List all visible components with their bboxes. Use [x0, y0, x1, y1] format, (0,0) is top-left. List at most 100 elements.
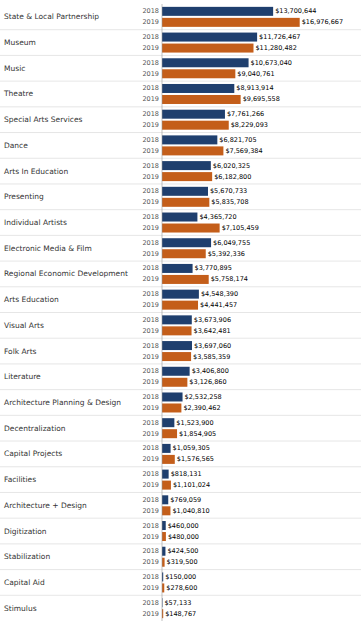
data-label: $5,392,336 — [208, 250, 245, 258]
series-label: 2018 — [142, 110, 159, 118]
data-label: $319,500 — [167, 558, 198, 566]
data-label: $16,976,667 — [302, 18, 343, 26]
data-label: $8,913,914 — [236, 84, 273, 92]
category-label: Visual Arts — [4, 321, 44, 330]
category-label: Individual Artists — [4, 218, 67, 227]
separator — [0, 55, 361, 56]
category-label: Arts In Education — [4, 167, 68, 176]
separator — [0, 569, 361, 570]
data-label: $424,500 — [167, 547, 198, 555]
category-label: Capital Aid — [4, 578, 45, 587]
series-label: 2019 — [142, 18, 159, 26]
chart: State & Local Partnership2018$13,700,644… — [0, 0, 361, 625]
bar — [162, 198, 209, 207]
data-label: $5,670,733 — [210, 187, 247, 195]
data-label: $1,040,810 — [172, 507, 209, 515]
series-label: 2019 — [142, 455, 159, 463]
data-label: $3,673,906 — [194, 316, 231, 324]
separator — [0, 286, 361, 287]
category-label: Regional Economic Development — [4, 269, 128, 278]
category-label: Digitization — [4, 527, 47, 536]
series-label: 2018 — [142, 547, 159, 555]
separator — [0, 158, 361, 159]
data-label: $8,229,093 — [231, 121, 268, 129]
bar — [162, 326, 192, 335]
bar — [162, 290, 199, 299]
bar — [162, 121, 229, 130]
series-label: 2019 — [142, 558, 159, 566]
series-label: 2018 — [142, 444, 159, 452]
separator — [0, 363, 361, 364]
category-label: State & Local Partnership — [4, 12, 99, 21]
data-label: $7,761,266 — [227, 110, 264, 118]
series-label: 2018 — [142, 367, 159, 375]
data-label: $10,673,040 — [251, 59, 292, 67]
series-label: 2019 — [142, 610, 159, 618]
series-label: 2018 — [142, 573, 159, 581]
series-label: 2019 — [142, 70, 159, 78]
series-label: 2019 — [142, 507, 159, 515]
bar — [162, 481, 171, 490]
bar — [162, 352, 191, 361]
series-label: 2018 — [142, 162, 159, 170]
separator — [0, 29, 361, 30]
series-label: 2019 — [142, 275, 159, 283]
series-label: 2018 — [142, 264, 159, 272]
bar — [162, 301, 198, 310]
bar — [162, 264, 193, 273]
separator — [0, 235, 361, 236]
separator — [0, 261, 361, 262]
bar — [162, 583, 164, 592]
data-label: $4,548,390 — [201, 290, 238, 298]
bar — [162, 547, 165, 556]
bar — [162, 213, 197, 222]
bar — [162, 95, 241, 104]
bar — [162, 418, 174, 427]
series-label: 2019 — [142, 481, 159, 489]
bar — [162, 224, 220, 233]
bar — [162, 532, 166, 541]
data-label: $6,020,325 — [213, 162, 250, 170]
data-label: $6,182,800 — [214, 173, 251, 181]
data-label: $9,695,558 — [243, 95, 280, 103]
separator — [0, 441, 361, 442]
series-label: 2019 — [142, 378, 159, 386]
separator — [0, 106, 361, 107]
bar — [162, 249, 206, 258]
bar — [162, 238, 211, 247]
data-label: $3,585,359 — [193, 353, 230, 361]
bar — [162, 470, 169, 479]
series-label: 2019 — [142, 430, 159, 438]
bar — [162, 455, 175, 464]
series-label: 2018 — [142, 7, 159, 15]
bar — [162, 429, 177, 438]
bar — [162, 146, 223, 155]
category-label: Museum — [4, 38, 36, 47]
data-label: $818,131 — [171, 470, 202, 478]
series-label: 2019 — [142, 173, 159, 181]
data-label: $11,280,482 — [255, 44, 296, 52]
series-label: 2019 — [142, 224, 159, 232]
bar — [162, 135, 217, 144]
category-label: Decentralization — [4, 424, 66, 433]
series-label: 2019 — [142, 353, 159, 361]
bar — [162, 161, 211, 170]
series-label: 2018 — [142, 419, 159, 427]
series-label: 2019 — [142, 404, 159, 412]
data-label: $150,000 — [165, 573, 196, 581]
bar — [162, 378, 187, 387]
bar — [162, 58, 249, 67]
category-label: Music — [4, 64, 25, 73]
series-label: 2019 — [142, 584, 159, 592]
category-label: Architecture + Design — [4, 501, 87, 510]
data-label: $769,059 — [170, 496, 201, 504]
bar — [162, 187, 208, 196]
data-label: $3,770,895 — [195, 264, 232, 272]
background — [0, 0, 361, 625]
bar — [162, 18, 300, 27]
bar — [162, 392, 183, 401]
series-label: 2019 — [142, 301, 159, 309]
series-label: 2019 — [142, 44, 159, 52]
data-label: $480,000 — [168, 533, 199, 541]
separator — [0, 312, 361, 313]
